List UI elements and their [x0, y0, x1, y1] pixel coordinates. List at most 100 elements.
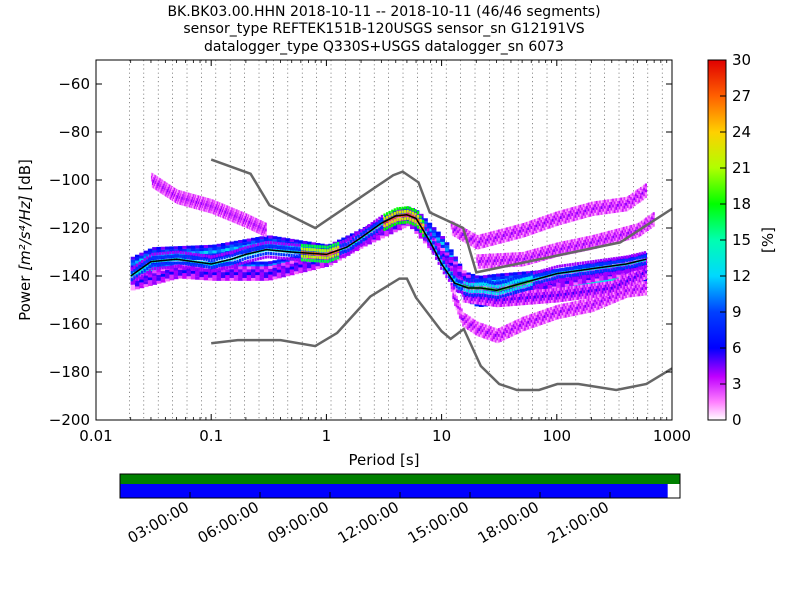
histogram-cell — [254, 217, 257, 221]
histogram-cell — [513, 252, 516, 256]
histogram-cell — [522, 223, 525, 227]
histogram-cell — [517, 232, 520, 236]
histogram-cell — [637, 222, 640, 226]
histogram-cell — [533, 227, 537, 231]
histogram-cell — [189, 195, 191, 199]
histogram-cell — [175, 192, 178, 196]
histogram-cell — [139, 285, 145, 289]
histogram-cell — [238, 274, 244, 278]
histogram-cell — [225, 216, 228, 220]
histogram-cell — [250, 218, 253, 222]
histogram-cell — [182, 264, 188, 268]
histogram-cell — [601, 282, 604, 286]
histogram-cell — [251, 261, 256, 265]
histogram-cell — [226, 211, 229, 215]
histogram-cell — [525, 253, 528, 257]
histogram-cell — [545, 311, 548, 315]
histogram-cell — [526, 250, 529, 254]
histogram-cell — [559, 312, 563, 316]
histogram-cell — [569, 242, 572, 246]
histogram-cell — [199, 204, 202, 208]
histogram-cell — [245, 224, 247, 228]
histogram-cell — [590, 309, 594, 313]
histogram-cell — [621, 296, 625, 300]
histogram-cell — [457, 263, 463, 267]
histogram-cell — [509, 237, 512, 241]
histogram-cell — [196, 206, 198, 210]
histogram-cell — [594, 204, 597, 208]
histogram-cell — [612, 275, 617, 279]
histogram-cell — [285, 261, 291, 265]
histogram-cell — [617, 228, 620, 232]
histogram-cell — [630, 205, 633, 209]
histogram-cell — [203, 274, 209, 278]
histogram-cell — [157, 185, 160, 189]
histogram-cell — [311, 245, 317, 249]
histogram-cell — [556, 304, 559, 308]
histogram-cell — [615, 203, 618, 207]
histogram-cell — [529, 232, 532, 236]
histogram-cell — [569, 207, 573, 211]
histogram-cell — [532, 231, 535, 235]
histogram-cell — [571, 301, 574, 305]
histogram-cell — [512, 326, 515, 330]
histogram-cell — [281, 240, 287, 244]
histogram-cell — [615, 228, 618, 232]
histogram-cell — [534, 251, 537, 255]
histogram-cell — [594, 269, 600, 273]
histogram-cell — [174, 199, 176, 203]
histogram-cell — [254, 220, 257, 224]
histogram-cell — [568, 292, 571, 296]
histogram-cell — [205, 200, 208, 204]
histogram-cell — [584, 206, 587, 210]
histogram-cell — [500, 303, 503, 307]
histogram-cell — [192, 193, 194, 197]
histogram-cell — [511, 234, 514, 238]
histogram-cell — [529, 290, 532, 294]
histogram-cell — [652, 223, 655, 227]
histogram-cell — [577, 211, 581, 215]
histogram-cell — [603, 237, 606, 241]
histogram-cell — [171, 185, 173, 189]
histogram-cell — [208, 266, 213, 270]
histogram-cell — [156, 179, 159, 183]
histogram-cell — [574, 238, 577, 242]
histogram-cell — [529, 261, 532, 265]
histogram-cell — [516, 255, 519, 259]
histogram-cell — [457, 271, 463, 275]
histogram-cell — [534, 260, 537, 264]
histogram-cell — [635, 287, 638, 291]
histogram-cell — [194, 194, 196, 198]
histogram-cell — [220, 254, 226, 258]
histogram-cell — [480, 299, 483, 303]
histogram-cell — [486, 256, 489, 260]
histogram-cell — [542, 219, 545, 223]
histogram-cell — [528, 253, 531, 257]
histogram-cell — [285, 257, 291, 261]
histogram-cell — [263, 266, 269, 270]
histogram-cell — [605, 240, 608, 244]
histogram-cell — [465, 320, 468, 324]
histogram-cell — [169, 184, 171, 188]
histogram-cell — [501, 258, 504, 262]
histogram-cell — [584, 295, 588, 299]
histogram-cell — [254, 226, 257, 230]
histogram-cell — [473, 322, 476, 326]
histogram-cell — [553, 305, 556, 309]
histogram-cell — [133, 265, 136, 269]
histogram-cell — [649, 217, 652, 221]
histogram-cell — [233, 266, 239, 270]
histogram-cell — [462, 235, 465, 239]
histogram-cell — [150, 178, 153, 182]
histogram-cell — [501, 300, 505, 304]
histogram-cell — [474, 298, 477, 302]
histogram-cell — [604, 284, 608, 288]
histogram-cell — [568, 308, 571, 312]
histogram-cell — [473, 242, 476, 246]
histogram-cell — [514, 329, 517, 333]
histogram-cell — [233, 269, 239, 273]
histogram-cell — [620, 276, 623, 280]
histogram-cell — [249, 221, 252, 225]
histogram-cell — [205, 206, 208, 210]
histogram-cell — [591, 289, 594, 293]
